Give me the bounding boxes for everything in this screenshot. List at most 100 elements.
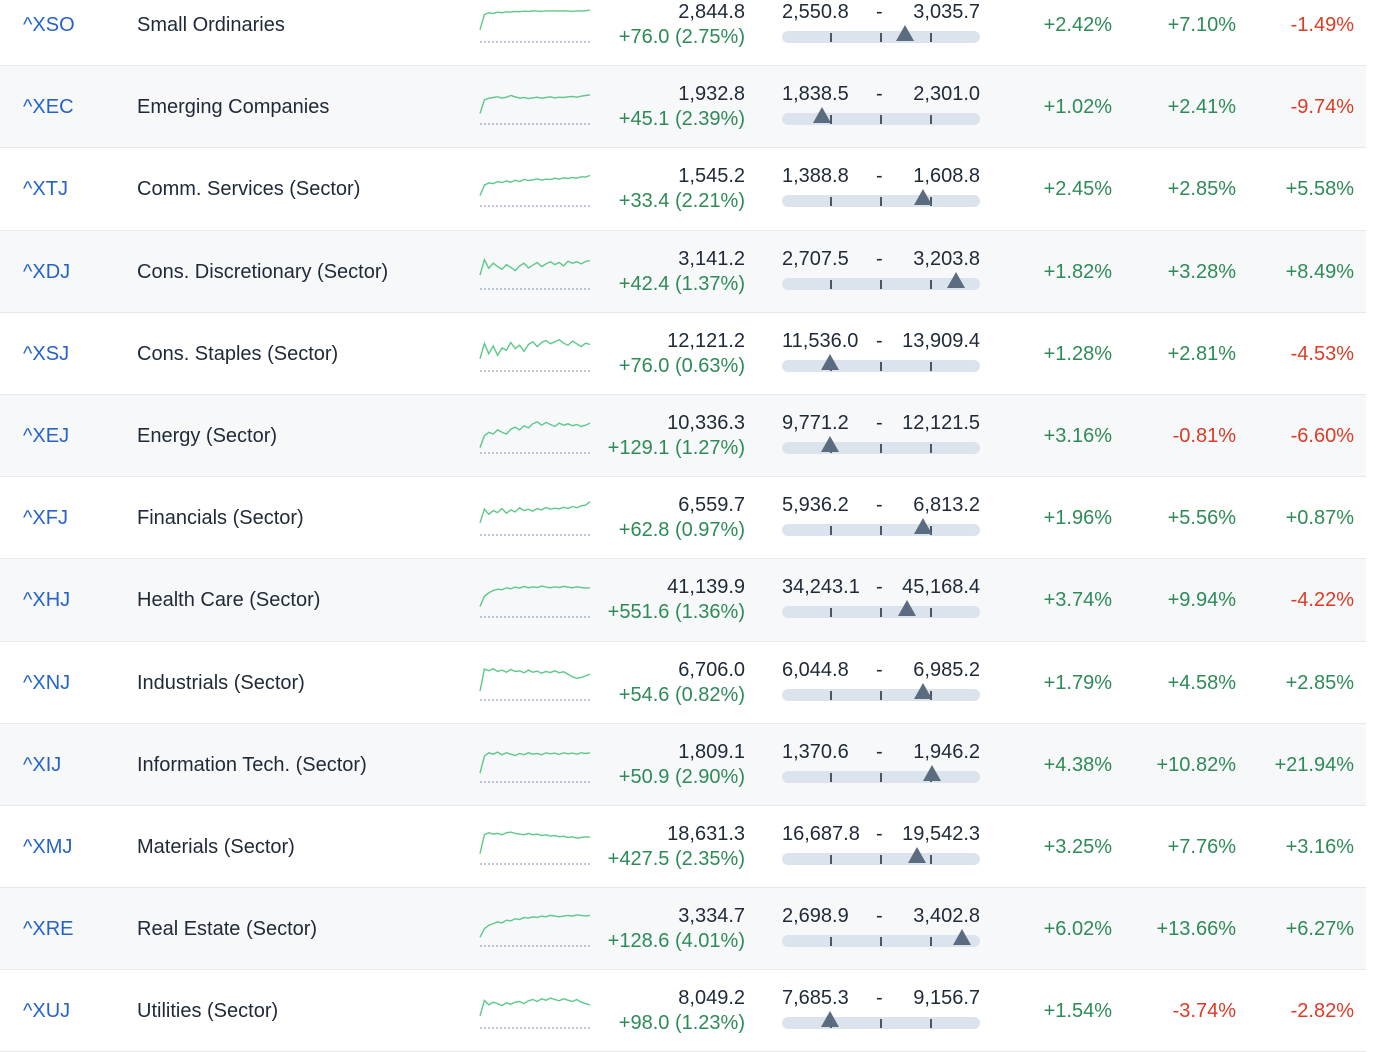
- index-symbol-link[interactable]: ^XEJ: [23, 424, 70, 447]
- sparkline-line: [479, 257, 591, 275]
- sparkline-line: [479, 338, 591, 359]
- range-bar: [782, 189, 980, 208]
- range-low: 1,388.8: [782, 165, 849, 188]
- range-low: 16,687.8: [782, 822, 860, 845]
- table-row[interactable]: ^XSJ Cons. Staples (Sector) 12,121.2 +76.0 …: [0, 313, 1366, 395]
- table-row[interactable]: ^XRE Real Estate (Sector) 3,334.7 +128.6 (4…: [0, 888, 1366, 971]
- table-row[interactable]: ^XTJ Comm. Services (Sector) 1,545.2 +33.4 …: [0, 148, 1366, 231]
- range-tick: [880, 197, 882, 207]
- table-row[interactable]: ^XSO Small Ordinaries 2,844.8 +76.0 (2.75%)…: [0, 0, 1366, 67]
- perf-2: +7.10%: [1167, 14, 1236, 36]
- range-tick: [880, 33, 882, 42]
- table-row[interactable]: ^XEC Emerging Companies 1,932.8 +45.1 (2.39…: [0, 66, 1366, 149]
- price-change: +551.6 (1.36%): [607, 601, 745, 624]
- sparkline-chart: [479, 257, 591, 290]
- perf-1: +4.38%: [1043, 753, 1112, 776]
- sparkline-chart: [479, 501, 591, 536]
- sparkline-chart: [479, 914, 591, 947]
- range-separator: -: [876, 658, 883, 681]
- range-separator: -: [876, 411, 883, 434]
- sparkline-chart: [479, 175, 591, 207]
- sparkline-chart: [479, 997, 591, 1029]
- range-tick: [880, 772, 882, 782]
- range-separator: -: [876, 740, 883, 763]
- range-low: 1,370.6: [782, 740, 849, 763]
- table-row[interactable]: ^XMJ Materials (Sector) 18,631.3 +427.5 (2.…: [0, 806, 1366, 889]
- index-symbol-link[interactable]: ^XUJ: [23, 1000, 71, 1023]
- range-tick: [830, 115, 832, 125]
- perf-3: -2.82%: [1290, 1000, 1354, 1023]
- sparkline-chart: [479, 750, 591, 783]
- last-price: 8,049.2: [678, 987, 745, 1010]
- sparkline-chart: [479, 94, 591, 125]
- perf-3: +6.27%: [1285, 918, 1354, 941]
- index-symbol-link[interactable]: ^XFJ: [23, 507, 68, 530]
- range-low: 1,838.5: [782, 83, 849, 106]
- price-change: +427.5 (2.35%): [607, 847, 745, 870]
- index-symbol-link[interactable]: ^XDJ: [23, 260, 71, 283]
- index-symbol-link[interactable]: ^XMJ: [23, 835, 73, 858]
- index-symbol-link[interactable]: ^XEC: [23, 96, 74, 119]
- range-high: 45,168.4: [902, 576, 980, 599]
- range-high: 1,946.2: [913, 740, 980, 763]
- sparkline-line: [479, 420, 591, 448]
- sparkline-chart: [479, 338, 591, 372]
- index-symbol-link[interactable]: ^XSO: [23, 14, 75, 36]
- range-tick: [880, 608, 882, 618]
- price-change: +62.8 (0.97%): [618, 519, 745, 542]
- index-name: Real Estate (Sector): [137, 918, 318, 941]
- perf-3: -4.22%: [1290, 589, 1354, 612]
- range-separator: -: [876, 822, 883, 845]
- range-tick: [880, 937, 882, 947]
- sparkline-line: [479, 585, 591, 608]
- range-tick: [880, 361, 882, 371]
- sparkline-chart: [479, 9, 591, 43]
- range-high: 13,909.4: [902, 329, 980, 352]
- perf-1: +2.45%: [1043, 178, 1112, 201]
- perf-2: +10.82%: [1156, 753, 1236, 776]
- perf-2: +5.56%: [1167, 507, 1236, 530]
- index-symbol-link[interactable]: ^XNJ: [23, 671, 71, 694]
- index-symbol-link[interactable]: ^XHJ: [23, 589, 71, 612]
- range-tick: [830, 526, 832, 536]
- range-bar: [782, 25, 980, 43]
- perf-3: -9.74%: [1290, 96, 1354, 119]
- table-row[interactable]: ^XFJ Financials (Sector) 6,559.7 +62.8 (0.9…: [0, 477, 1366, 560]
- last-price: 3,334.7: [678, 905, 745, 928]
- last-price: 2,844.8: [678, 1, 745, 23]
- perf-3: +5.58%: [1285, 178, 1354, 201]
- perf-1: +2.42%: [1043, 14, 1112, 36]
- range-tick: [880, 1019, 882, 1029]
- table-row[interactable]: ^XUJ Utilities (Sector) 8,049.2 +98.0 (1.23…: [0, 970, 1366, 1052]
- index-name: Financials (Sector): [137, 507, 304, 530]
- perf-1: +3.16%: [1043, 424, 1112, 447]
- table-row[interactable]: ^XHJ Health Care (Sector) 41,139.9 +551.6 (…: [0, 559, 1366, 642]
- table-row[interactable]: ^XDJ Cons. Discretionary (Sector) 3,141.2 +…: [0, 230, 1366, 313]
- index-symbol-link[interactable]: ^XIJ: [23, 753, 62, 776]
- table-row[interactable]: ^XEJ Energy (Sector) 10,336.3 +129.1 (1.27%…: [0, 394, 1366, 478]
- index-name: Small Ordinaries: [137, 14, 285, 36]
- range-tick: [830, 197, 832, 207]
- range-tick: [830, 690, 832, 700]
- index-name: Emerging Companies: [137, 96, 330, 119]
- range-marker: [913, 682, 932, 699]
- range-bar: [782, 600, 980, 619]
- range-separator: -: [876, 83, 883, 106]
- range-tick: [930, 361, 932, 371]
- range-tick: [880, 526, 882, 536]
- index-symbol-link[interactable]: ^XTJ: [23, 178, 68, 201]
- table-row[interactable]: ^XIJ Information Tech. (Sector) 1,809.1 +50…: [0, 723, 1366, 806]
- perf-3: +21.94%: [1274, 753, 1354, 776]
- last-price: 18,631.3: [667, 822, 745, 845]
- range-separator: -: [876, 165, 883, 188]
- range-separator: -: [876, 329, 883, 352]
- price-change: +42.4 (1.37%): [618, 272, 745, 295]
- range-high: 2,301.0: [913, 83, 980, 106]
- range-high: 6,985.2: [913, 658, 980, 681]
- perf-3: +0.87%: [1285, 507, 1354, 530]
- index-symbol-link[interactable]: ^XRE: [23, 918, 74, 941]
- index-symbol-link[interactable]: ^XSJ: [23, 342, 70, 365]
- table-row[interactable]: ^XNJ Industrials (Sector) 6,706.0 +54.6 (0.…: [0, 642, 1366, 724]
- range-tick: [930, 279, 932, 289]
